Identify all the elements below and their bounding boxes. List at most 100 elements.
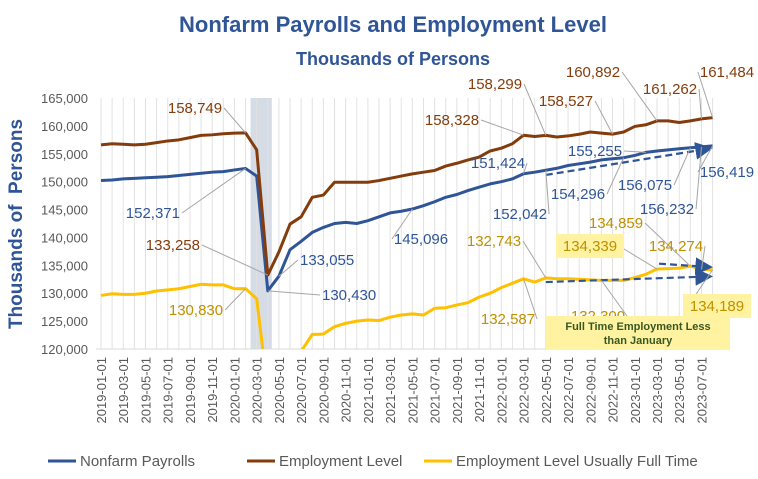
x-tick-label: 2019-09-01	[183, 357, 198, 424]
x-tick-label: 2021-01-01	[361, 357, 376, 424]
leader-line	[223, 107, 246, 134]
data-label: 130,830	[169, 302, 223, 319]
data-label: 161,262	[643, 81, 697, 98]
data-label: 154,296	[551, 186, 605, 203]
x-tick-label: 2021-05-01	[405, 357, 420, 424]
data-label: 132,587	[481, 311, 535, 328]
legend-label: Employment Level Usually Full Time	[456, 453, 698, 470]
label-highlight	[682, 294, 752, 318]
leader-line	[224, 288, 246, 311]
trend-arrows	[545, 142, 713, 286]
leader-line	[201, 244, 269, 276]
x-tick-label: 2020-05-01	[272, 357, 287, 424]
series-line-employment-level-usually-full-time	[100, 264, 713, 349]
trend-arrow	[545, 142, 713, 177]
trend-arrow	[545, 268, 713, 286]
x-tick-label: 2022-07-01	[561, 357, 576, 424]
x-tick-label: 2020-07-01	[294, 357, 309, 424]
x-tick-label: 2019-11-01	[205, 357, 220, 423]
data-label: 156,232	[640, 201, 694, 218]
data-label: 151,424	[471, 155, 525, 172]
x-tick-label: 2020-09-01	[316, 357, 331, 424]
x-tick-label: 2021-11-01	[472, 357, 487, 423]
x-tick-label: 2020-03-01	[250, 357, 265, 424]
x-tick-label: 2022-05-01	[539, 357, 554, 424]
series-lines	[100, 116, 713, 349]
series-line-nonfarm-payrolls	[100, 144, 713, 293]
leader-line	[267, 290, 321, 296]
x-tick-label: 2023-01-01	[628, 357, 643, 424]
note-text: Full Time Employment Less	[565, 321, 710, 333]
x-tick-label: 2023-05-01	[672, 357, 687, 424]
data-label: 160,892	[566, 64, 620, 81]
x-tick-label: 2022-11-01	[606, 357, 621, 423]
x-tick-label: 2022-01-01	[494, 357, 509, 424]
x-tick-label: 2022-03-01	[517, 357, 532, 424]
leader-line	[545, 170, 550, 215]
leader-line	[673, 147, 691, 186]
leader-line	[523, 162, 528, 174]
data-label: 130,430	[322, 287, 376, 304]
data-label: 161,484	[700, 64, 754, 81]
data-label: 134,859	[589, 215, 643, 232]
y-tick-label: 160,000	[41, 119, 88, 134]
leader-line	[624, 150, 646, 153]
y-tick-label: 165,000	[41, 91, 88, 106]
y-axis-label: Thousands of Persons	[6, 119, 27, 329]
y-tick-label: 125,000	[41, 314, 88, 329]
leader-line	[594, 100, 613, 135]
data-label: 158,328	[425, 112, 479, 129]
y-tick-label: 140,000	[41, 230, 88, 245]
leader-line	[278, 259, 299, 277]
leader-line	[391, 208, 413, 240]
leader-line	[522, 240, 547, 279]
x-tick-label: 2020-01-01	[227, 357, 242, 424]
data-label: 133,258	[146, 237, 200, 254]
data-label: 158,749	[168, 100, 222, 117]
leader-line	[700, 245, 706, 270]
data-label: 158,527	[539, 93, 593, 110]
leader-line	[523, 83, 547, 136]
note-background	[546, 316, 730, 350]
chart-title: Nonfarm Payrolls and Employment Level	[179, 12, 607, 37]
leader-line	[697, 145, 714, 173]
trend-arrow	[658, 257, 713, 275]
leader-line	[698, 88, 702, 119]
leader-line	[695, 146, 702, 210]
data-label: 152,042	[493, 206, 547, 223]
label-highlight	[555, 234, 625, 258]
data-label: 134,274	[649, 238, 703, 255]
data-label: 132,743	[467, 233, 521, 250]
y-tick-label: 150,000	[41, 175, 88, 190]
legend-label: Nonfarm Payrolls	[80, 453, 195, 470]
leader-line	[606, 157, 625, 195]
y-tick-label: 145,000	[41, 203, 88, 218]
leader-line	[480, 119, 524, 136]
data-label: 152,371	[126, 205, 180, 222]
note-text: than January	[604, 335, 673, 347]
data-label: 156,075	[618, 177, 672, 194]
leader-line	[600, 280, 628, 317]
y-tick-label: 120,000	[41, 342, 88, 357]
x-tick-label: 2019-05-01	[138, 357, 153, 424]
y-tick-label: 130,000	[41, 286, 88, 301]
leader-line	[644, 222, 691, 267]
y-tick-label: 155,000	[41, 147, 88, 162]
x-tick-label: 2023-07-01	[694, 357, 709, 424]
data-label: 158,299	[468, 76, 522, 93]
chart-subtitle: Thousands of Persons	[296, 49, 490, 69]
data-label: 134,189	[690, 298, 744, 315]
x-tick-label: 2021-07-01	[428, 357, 443, 424]
data-label: 156,419	[700, 164, 754, 181]
x-tick-label: 2021-03-01	[383, 357, 398, 424]
leader-line	[618, 245, 658, 270]
x-tick-label: 2019-03-01	[116, 357, 131, 424]
leader-line	[181, 168, 246, 214]
leader-line	[697, 71, 714, 118]
x-tick-label: 2019-07-01	[161, 357, 176, 424]
leader-line	[523, 278, 538, 320]
x-tick-label: 2019-01-01	[94, 357, 109, 424]
gridlines	[96, 98, 718, 350]
data-annotations: 158,749 152,371 133,258 133,055 130,430 130,8…	[126, 64, 754, 328]
